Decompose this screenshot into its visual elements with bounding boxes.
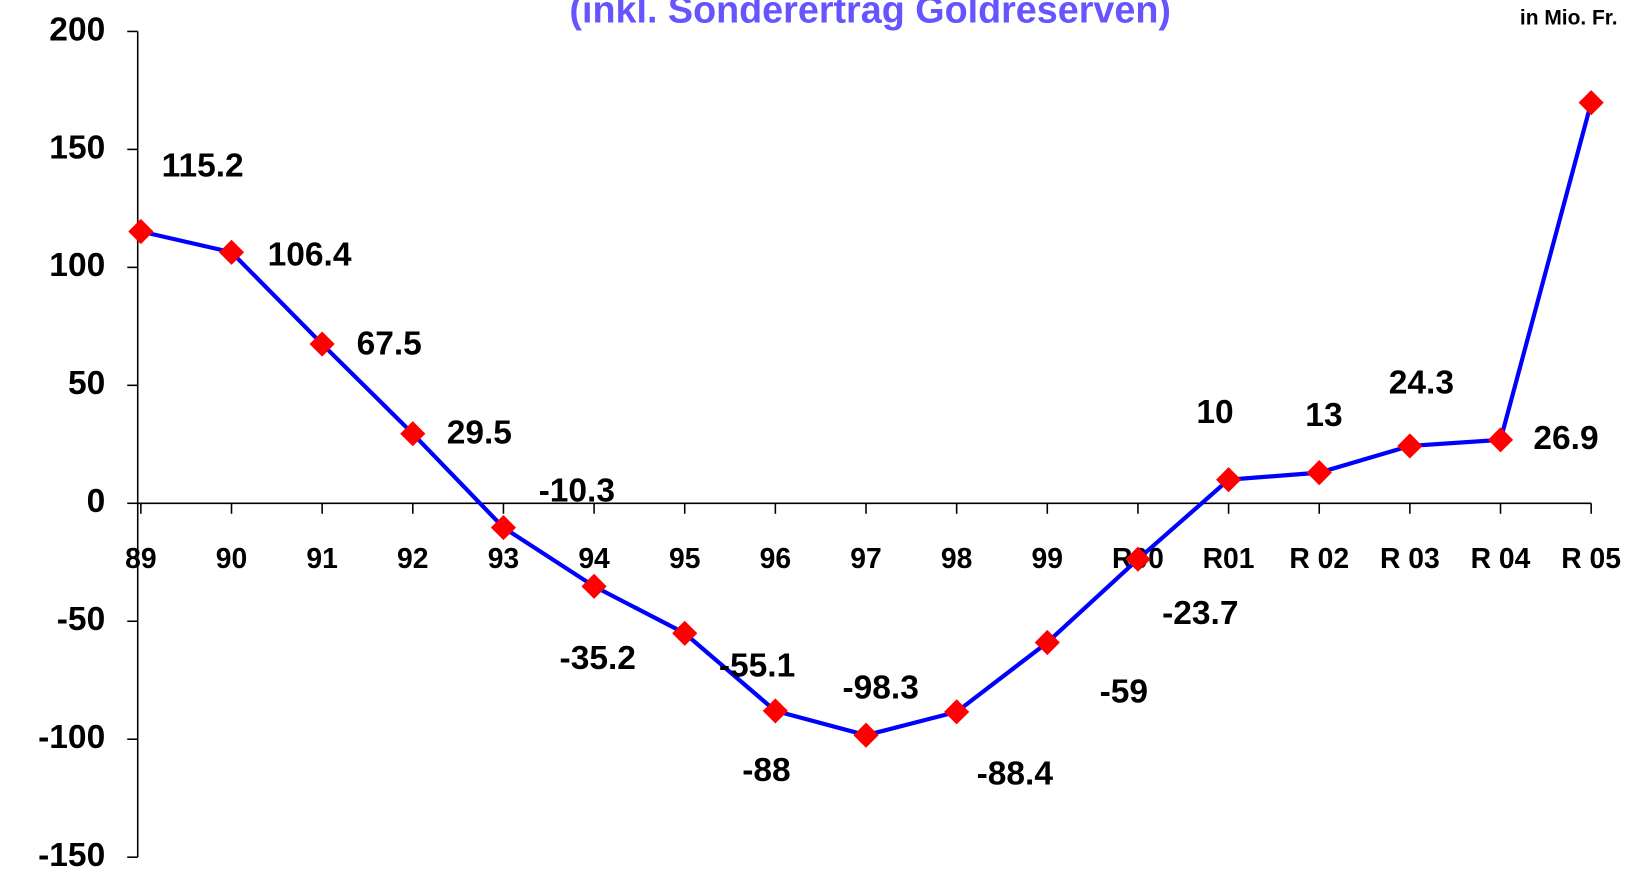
x-tick-label: 98 (941, 542, 972, 574)
x-tick-label: R 05 (1561, 542, 1621, 574)
data-label: -55.1 (719, 647, 795, 684)
y-tick-label: 100 (49, 247, 105, 284)
data-label: 67.5 (357, 326, 422, 363)
data-label: -23.7 (1162, 595, 1238, 632)
marker (490, 515, 517, 541)
marker (128, 218, 154, 245)
data-label: -10.3 (539, 472, 615, 509)
data-label: 106.4 (268, 237, 352, 274)
x-tick-label: 92 (397, 542, 428, 574)
x-tick-label: R 03 (1380, 542, 1440, 574)
x-tick-label: 99 (1032, 542, 1063, 574)
x-tick-label: R 02 (1289, 542, 1349, 574)
data-label: 115.2 (162, 148, 244, 185)
marker (853, 722, 879, 748)
marker (581, 573, 607, 599)
x-tick-label: 93 (488, 542, 519, 574)
marker (400, 421, 426, 447)
x-tick-label: 95 (669, 542, 700, 574)
y-tick-label: 200 (49, 11, 105, 48)
x-tick-label: 89 (125, 542, 156, 574)
x-tick-label: 96 (760, 542, 791, 574)
marker (309, 331, 335, 357)
line (140, 102, 1594, 738)
data-label: -88.4 (977, 755, 1054, 792)
marker (1125, 546, 1151, 572)
y-tick-label: 0 (87, 483, 106, 520)
marker (1397, 433, 1423, 459)
data-label: -35.2 (560, 640, 636, 677)
chart-title: (inkl. Sonderertrag Goldreserven) (569, 0, 1171, 31)
x-tick-label: 90 (216, 542, 247, 574)
data-label: 29.5 (447, 415, 512, 452)
data-label: 10 (1196, 394, 1233, 431)
marker (1578, 90, 1604, 116)
marker (762, 698, 788, 724)
marker (1306, 460, 1332, 486)
data-label: 24.3 (1389, 364, 1454, 401)
x-tick-label: R 04 (1471, 542, 1531, 574)
data-label: -88 (742, 752, 790, 789)
x-tick-label: 97 (850, 542, 881, 574)
data-label: 13 (1305, 397, 1342, 434)
unit-label: in Mio. Fr. (1520, 6, 1618, 29)
data-label: -98.3 (842, 669, 918, 706)
y-tick-label: -50 (57, 601, 105, 638)
x-tick-label: R01 (1203, 542, 1255, 574)
x-tick-label: 91 (306, 542, 337, 574)
x-tick-label: 94 (578, 542, 610, 574)
y-tick-label: 150 (49, 129, 105, 166)
data-label: -59 (1100, 674, 1148, 711)
data-label: 26.9 (1533, 420, 1598, 457)
y-tick-label: -150 (38, 837, 105, 874)
y-tick-label: -100 (38, 719, 105, 756)
y-tick-label: 50 (68, 365, 105, 402)
marker (1487, 427, 1514, 453)
